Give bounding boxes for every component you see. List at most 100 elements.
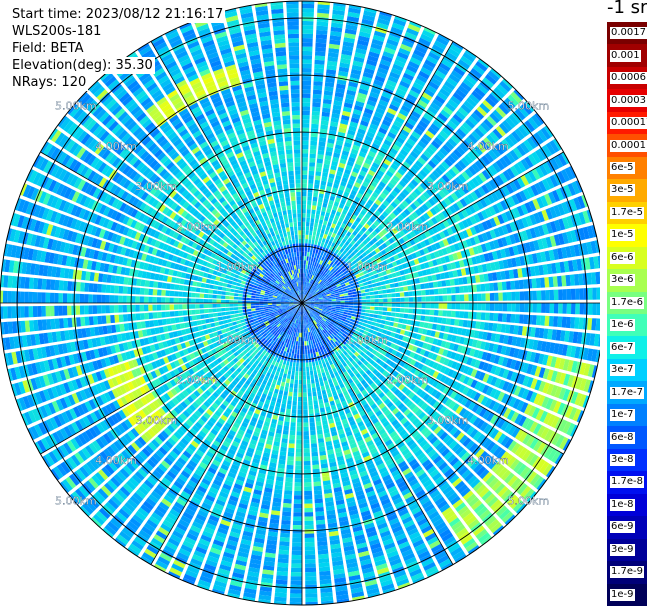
ray-gate <box>468 294 473 302</box>
ray-gate <box>441 127 452 137</box>
ray-gate <box>414 208 422 217</box>
ray-gate <box>310 299 315 301</box>
ray-gate <box>306 371 310 376</box>
ray-gate <box>398 180 407 188</box>
ray-gate <box>454 319 460 326</box>
ray-gate <box>452 202 461 212</box>
ray-gate <box>302 234 305 239</box>
ray-gate <box>371 142 380 150</box>
ray-gate <box>465 136 475 147</box>
ray-gate <box>395 307 401 313</box>
ray-gate <box>388 193 396 201</box>
ray-gate <box>534 265 540 276</box>
ray-gate <box>378 303 384 307</box>
ray-gate <box>317 201 323 207</box>
ray-gate <box>377 18 390 26</box>
ray-gate <box>407 23 421 33</box>
ray-gate <box>307 292 310 297</box>
ray-gate <box>276 476 284 482</box>
ray-gate <box>353 242 359 248</box>
ray-gate <box>298 379 302 385</box>
ray-gate <box>425 254 432 261</box>
ray-gate <box>374 173 382 181</box>
ray-gate <box>364 107 374 115</box>
ray-gate <box>548 316 554 327</box>
ray-gate <box>302 204 306 210</box>
ray-gate <box>394 171 403 179</box>
ray-gate <box>322 172 328 178</box>
ray-gate <box>422 166 431 175</box>
ray-gate <box>465 118 476 129</box>
ray-gate <box>421 309 426 315</box>
ray-gate <box>326 275 331 280</box>
ray-gate <box>429 252 436 260</box>
ray-gate <box>471 90 483 101</box>
ray-gate <box>416 185 425 193</box>
ray-gate <box>288 447 295 453</box>
ray-gate <box>305 588 318 594</box>
ray-gate <box>323 90 333 96</box>
ray-gate <box>410 202 418 211</box>
ray-gate <box>342 229 348 235</box>
ray-gate <box>310 261 313 266</box>
ray-gate <box>331 223 336 229</box>
ray-gate <box>541 178 551 191</box>
ray-gate <box>436 133 446 143</box>
ray-gate <box>438 240 445 248</box>
ray-gate <box>330 117 339 123</box>
ray-gate <box>331 297 336 300</box>
ray-gate <box>485 263 492 272</box>
ray-gate <box>582 242 589 255</box>
ray-gate <box>361 293 366 297</box>
ray-gate <box>505 210 513 221</box>
ray-gate <box>445 207 453 216</box>
ray-gate <box>295 465 302 470</box>
ray-gate <box>317 369 321 374</box>
ray-gate <box>475 255 482 264</box>
ray-gate <box>408 291 413 297</box>
ray-gate <box>591 318 597 331</box>
ray-gate <box>541 209 549 221</box>
ray-gate <box>534 182 543 195</box>
ray-gate <box>380 266 386 272</box>
ray-gate <box>331 306 336 308</box>
ray-gate <box>400 164 408 173</box>
ray-gate <box>461 240 468 249</box>
ray-gate <box>322 267 327 272</box>
ray-gate <box>368 233 375 240</box>
ray-gate <box>512 207 521 218</box>
ray-gate <box>544 315 550 327</box>
ray-gate <box>419 169 428 178</box>
ray-gate <box>411 211 419 219</box>
ray-gate <box>416 242 423 250</box>
ray-gate <box>537 211 545 223</box>
ray-gate <box>576 258 583 271</box>
ray-gate <box>310 301 315 303</box>
ray-gate <box>450 310 456 318</box>
ray-gate <box>304 290 306 295</box>
ray-gate <box>377 195 385 203</box>
ray-gate <box>320 242 325 247</box>
ray-gate <box>371 213 379 220</box>
ray-gate <box>310 298 315 301</box>
ray-gate <box>302 153 309 158</box>
ray-gate <box>303 388 307 393</box>
ray-gate <box>299 328 301 333</box>
ray-gate <box>384 225 391 233</box>
ray-gate <box>329 227 335 233</box>
ray-gate <box>319 300 324 302</box>
ray-gate <box>533 240 540 251</box>
ray-gate <box>298 396 302 402</box>
ray-gate <box>501 237 508 247</box>
ray-gate <box>509 181 518 192</box>
ray-gate <box>302 115 310 120</box>
ray-gate <box>432 182 441 192</box>
ray-gate <box>337 285 342 289</box>
ray-gate <box>392 175 401 183</box>
ray-gate <box>311 275 314 280</box>
ray-gate <box>276 575 288 581</box>
ray-gate <box>297 409 302 415</box>
ray-gate <box>302 3 315 9</box>
ray-gate <box>464 182 473 192</box>
ray-gate <box>342 249 348 255</box>
